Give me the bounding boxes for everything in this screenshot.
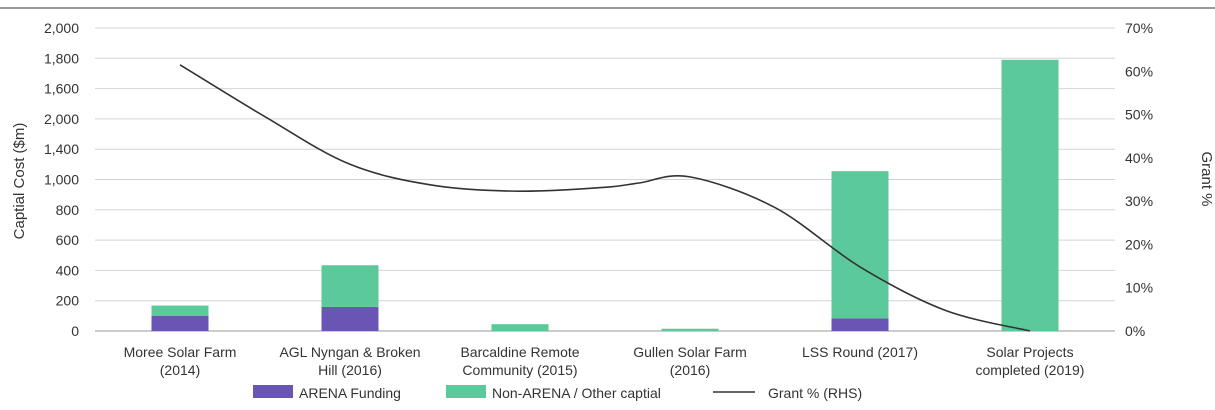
bar-arena-funding: [151, 315, 209, 331]
category-label: LSS Round (2017): [802, 344, 918, 360]
legend: ARENA Funding Non-ARENA / Other captial Gr…: [253, 385, 862, 401]
right-tick-label: 20%: [1125, 236, 1153, 252]
legend-label: ARENA Funding: [299, 385, 401, 401]
left-tick-label: 600: [56, 232, 80, 248]
right-tick-label: 0%: [1125, 323, 1145, 339]
legend-item: ARENA Funding: [253, 385, 401, 401]
legend-item: Grant % (RHS): [713, 385, 862, 401]
right-tick-label: 10%: [1125, 280, 1153, 296]
right-tick-label: 50%: [1125, 107, 1153, 123]
legend-label: Grant % (RHS): [768, 385, 862, 401]
category-label: AGL Nyngan & Broken Hill (2016): [279, 344, 420, 378]
left-tick-label: 1,400: [44, 141, 79, 157]
left-tick-label: 800: [56, 202, 80, 218]
bar-non-arena-capital: [491, 324, 549, 331]
category-label: Barcaldine Remote Community (2015): [460, 344, 579, 378]
bar-non-arena-capital: [321, 265, 379, 307]
bar-non-arena-capital: [151, 305, 209, 316]
axes: 0 200 400 600 800 1,000 1,400 2,000 1,600 1,800 2,…: [44, 20, 1153, 378]
left-tick-label: 2,000: [44, 111, 79, 127]
legend-swatch: [253, 385, 293, 398]
bar-non-arena-capital: [1001, 59, 1059, 331]
left-tick-label: 200: [56, 293, 80, 309]
category-label: Gullen Solar Farm (2016): [633, 344, 747, 378]
gridlines: [95, 27, 1115, 332]
right-tick-label: 60%: [1125, 63, 1153, 79]
grant-line-layer: [179, 64, 1031, 332]
left-axis-title: Captial Cost ($m): [11, 123, 28, 240]
category-label: Solar Projects completed (2019): [976, 344, 1085, 378]
left-tick-label: 1,000: [44, 172, 79, 188]
grant-percent-line: [179, 64, 1031, 332]
bar-non-arena-capital: [831, 171, 889, 319]
right-tick-label: 40%: [1125, 150, 1153, 166]
right-tick-label: 70%: [1125, 20, 1153, 36]
legend-swatch: [446, 385, 486, 398]
left-tick-label: 1,600: [44, 81, 79, 97]
left-tick-label: 0: [71, 323, 79, 339]
left-tick-label: 2,000: [44, 20, 79, 36]
bar-non-arena-capital: [661, 328, 719, 331]
right-tick-label: 30%: [1125, 193, 1153, 209]
right-axis-title: Grant %: [1198, 151, 1215, 206]
left-tick-label: 400: [56, 262, 80, 278]
bar-arena-funding: [321, 306, 379, 331]
left-tick-label: 1,800: [44, 50, 79, 66]
legend-item: Non-ARENA / Other captial: [446, 385, 661, 401]
category-label: Moree Solar Farm (2014): [124, 344, 237, 378]
bar-arena-funding: [831, 318, 889, 331]
bars: [151, 59, 1059, 331]
legend-label: Non-ARENA / Other captial: [492, 385, 661, 401]
